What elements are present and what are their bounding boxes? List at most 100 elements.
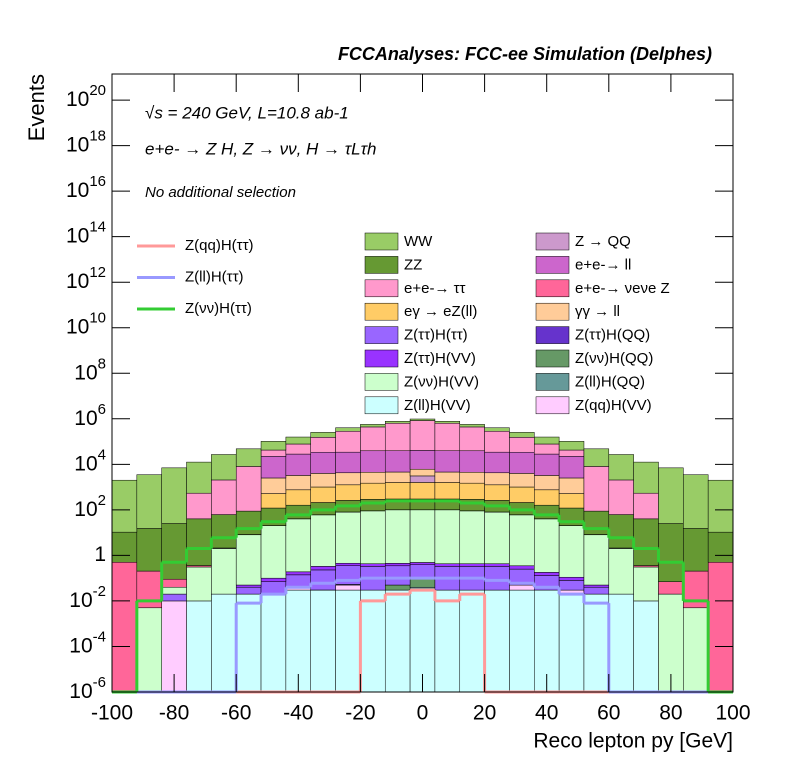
histogram-bar [285, 453, 311, 476]
histogram-bar [509, 584, 535, 591]
y-tick-label: 10-4 [69, 628, 106, 657]
histogram-bar [310, 437, 336, 453]
legend-swatch [535, 279, 570, 298]
legend-label: e+e-→ νeνe Z [575, 280, 670, 297]
histogram-bar [235, 510, 262, 535]
histogram-bar [111, 479, 138, 533]
histogram-bar [409, 450, 436, 470]
histogram-bar [285, 504, 311, 520]
histogram-bar [360, 510, 386, 565]
histogram-bar [260, 581, 287, 595]
histogram-bar [360, 424, 386, 428]
histogram-bar [211, 593, 237, 693]
histogram-bar [558, 580, 585, 591]
legend-swatch [364, 326, 399, 344]
histogram-bar [335, 451, 361, 474]
histogram-bar [608, 479, 634, 515]
legend-swatch [364, 279, 399, 298]
histogram-bar [310, 514, 336, 567]
x-tick-label: 0 [417, 702, 429, 725]
histogram-bar [360, 563, 386, 567]
histogram-bar [434, 471, 461, 483]
histogram-bar [409, 482, 436, 500]
histogram-bar [583, 586, 610, 595]
legend-label: e+e-→ ll [575, 256, 631, 273]
histogram-bar [608, 454, 634, 481]
histogram-bar [360, 472, 386, 484]
legend-swatch [535, 373, 570, 391]
legend-label: Z(νν)H(QQ) [575, 350, 653, 367]
histogram-bar [360, 499, 386, 512]
legend-label: WW [404, 233, 433, 250]
histogram-bar [434, 563, 461, 567]
histogram-bar [633, 566, 659, 602]
histogram-bar [484, 589, 510, 693]
y-tick-label: 104 [74, 446, 106, 475]
histogram-bar [459, 472, 485, 484]
histogram-bar [534, 443, 560, 455]
legend-label: eγ → eZ(ll) [404, 303, 477, 320]
histogram-bar [384, 422, 411, 451]
histogram-bar [608, 514, 634, 549]
x-tick-label: -80 [159, 702, 189, 725]
histogram-bar [509, 451, 535, 474]
histogram-bar [583, 466, 610, 512]
y-tick-label: 10-6 [69, 674, 106, 703]
histogram-bar [136, 474, 162, 529]
histogram-bar [335, 562, 361, 566]
histogram-bar [509, 437, 535, 453]
histogram-bar [285, 518, 311, 573]
y-tick-label: 102 [74, 492, 106, 521]
histogram-bar [211, 548, 237, 595]
legend-label: Z → QQ [575, 233, 631, 250]
legend-label: Z(ττ)H(QQ) [575, 327, 650, 344]
histogram-bar [534, 475, 560, 491]
histogram-bar [534, 489, 560, 506]
histogram-bar [534, 572, 560, 576]
histogram-bar [409, 562, 436, 565]
histogram-bar [260, 493, 287, 509]
histogram-bar [260, 577, 287, 582]
legend-label: e+e-→ ττ [404, 280, 466, 297]
histogram-bar [583, 534, 610, 586]
histogram-bar [409, 420, 436, 451]
histogram-bar [558, 441, 585, 451]
histogram-bar [583, 448, 610, 467]
histogram-bar [509, 514, 535, 567]
annotation: e+e- → Z H, Z → νν, H → τLτh [145, 139, 376, 158]
legend-label: Z(qq)H(VV) [575, 397, 652, 414]
histogram-bar [434, 482, 461, 500]
histogram-bar [534, 518, 560, 573]
histogram-bar [384, 565, 411, 586]
legend-swatch [364, 373, 399, 391]
histogram-bar [683, 607, 709, 693]
histogram-bar [509, 473, 535, 488]
histogram-bar [534, 453, 560, 476]
histogram-bar [484, 563, 510, 567]
histogram-bar [235, 448, 262, 467]
histogram-bar [384, 421, 411, 424]
y-tick-label: 1014 [66, 219, 106, 248]
histogram-bar [484, 472, 510, 486]
histogram-bar [186, 492, 212, 520]
y-tick-label: 1 [94, 543, 106, 566]
histogram-bar [459, 510, 485, 565]
histogram-bar [707, 562, 734, 693]
histogram-bar [459, 424, 485, 428]
chart-title: FCCAnalyses: FCC-ee Simulation (Delphes) [338, 44, 712, 64]
histogram-bar [235, 584, 262, 588]
histogram-bar [285, 574, 311, 588]
histogram-bar [136, 528, 162, 572]
histogram-bar [285, 475, 311, 491]
histogram-bar [509, 432, 535, 438]
histogram-bar [434, 509, 461, 565]
histogram-bar [360, 482, 386, 500]
histogram-bar [384, 509, 411, 564]
legend-label: Z(ττ)H(ττ) [404, 327, 468, 344]
histogram-bar [186, 461, 212, 494]
annotation: √s = 240 GeV, L=10.8 ab-1 [145, 103, 349, 122]
histogram-bar [235, 586, 262, 595]
histogram-bar [310, 486, 336, 503]
histogram-bar [384, 584, 411, 591]
x-tick-label: 20 [473, 702, 496, 725]
